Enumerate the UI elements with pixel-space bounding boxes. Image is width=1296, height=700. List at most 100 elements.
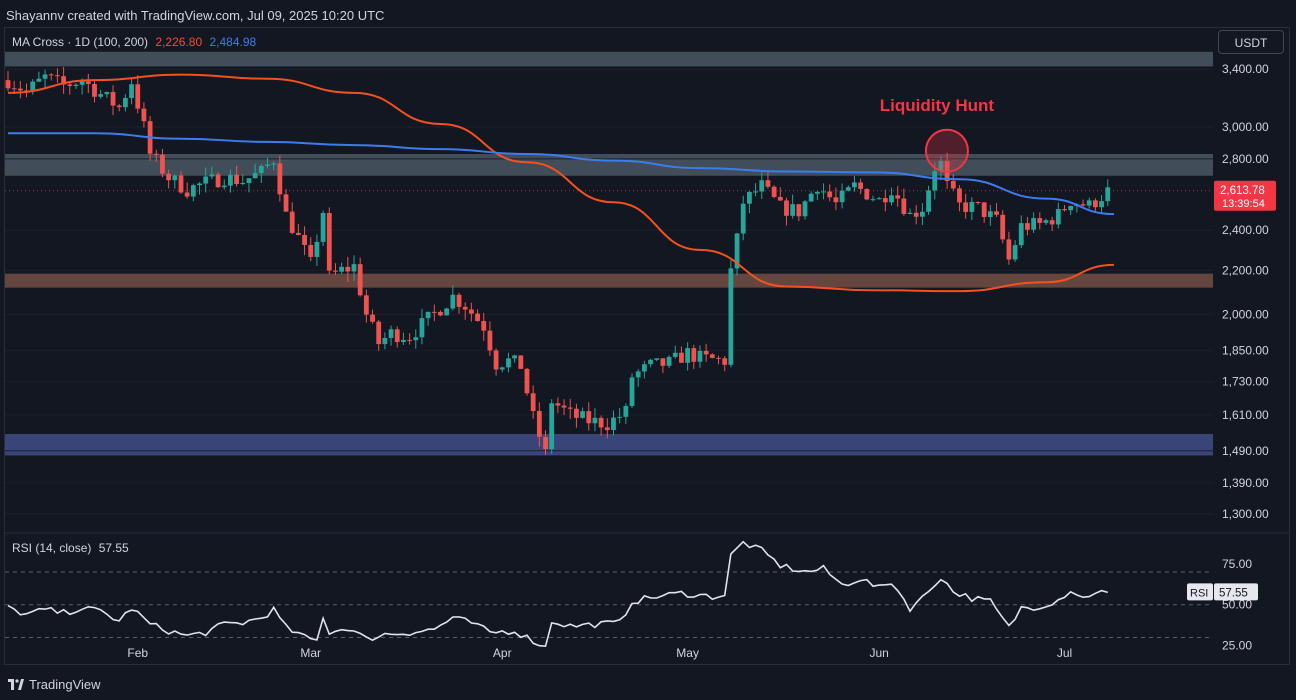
candle-body	[376, 321, 382, 345]
candle	[777, 187, 783, 202]
candle-body	[672, 352, 678, 357]
candlestick-series	[5, 66, 1111, 455]
candle	[1055, 202, 1061, 229]
candle-body	[79, 81, 85, 85]
candle-body	[882, 198, 888, 203]
candle	[104, 91, 110, 98]
candle-body	[351, 264, 357, 272]
candle	[129, 78, 134, 105]
candle-body	[876, 198, 882, 200]
candle-body	[462, 306, 468, 310]
candle	[901, 188, 907, 217]
candle	[258, 163, 264, 183]
candle	[833, 187, 839, 211]
candle-body	[697, 350, 703, 362]
candle	[215, 171, 221, 188]
candle-body	[518, 355, 524, 369]
candle-body	[864, 188, 870, 200]
candle	[654, 358, 660, 362]
candle-body	[1092, 200, 1098, 208]
candle	[48, 73, 54, 81]
ma-cross-legend[interactable]: MA Cross · 1D (100, 200) 2,226.80 2,484.…	[12, 35, 256, 49]
candle	[814, 190, 820, 201]
candle	[536, 402, 542, 447]
candle	[190, 183, 196, 202]
tradingview-brand[interactable]: TradingView	[8, 677, 101, 692]
candle	[277, 155, 283, 202]
candle	[431, 304, 437, 322]
candle	[388, 325, 394, 346]
candle	[17, 81, 23, 99]
candle	[617, 408, 623, 424]
candle	[302, 226, 307, 256]
candle-body	[160, 154, 165, 174]
candle-body	[623, 406, 629, 417]
candle-body	[1043, 220, 1049, 223]
candle-body	[549, 403, 555, 450]
candle	[141, 102, 147, 128]
candle	[382, 332, 388, 350]
rsi-legend[interactable]: RSI (14, close) 57.55	[12, 541, 129, 555]
candle-body	[833, 197, 839, 203]
rsi-axis: 75.00 50.00 25.00	[1222, 557, 1252, 653]
candle-body	[314, 241, 320, 257]
candle-body	[258, 165, 264, 173]
candle-body	[252, 172, 258, 179]
candle	[1037, 212, 1043, 230]
candle-body	[1012, 245, 1018, 260]
candle	[728, 260, 734, 368]
time-tick-label: Apr	[493, 646, 512, 660]
last-price-badge	[1214, 180, 1276, 211]
candle	[370, 309, 375, 324]
candle	[160, 148, 165, 178]
candle-body	[277, 163, 283, 195]
candle	[876, 196, 882, 200]
candle	[740, 195, 746, 241]
candle-body	[574, 408, 579, 418]
candle-body	[895, 195, 901, 199]
candle	[981, 202, 987, 223]
candle-body	[963, 202, 969, 212]
candle	[55, 68, 60, 83]
candle	[975, 201, 981, 205]
candle	[839, 183, 845, 209]
candle	[1105, 179, 1111, 207]
candle	[493, 348, 499, 376]
candle-body	[468, 309, 474, 314]
last-price-value: 2,613.78	[1220, 185, 1265, 197]
candle-body	[98, 94, 104, 97]
candle-body	[240, 182, 246, 185]
candle	[543, 430, 548, 455]
ma200-value: 2,484.98	[209, 35, 257, 49]
candle-body	[499, 367, 505, 370]
candle-body	[790, 204, 796, 216]
candle-body	[1055, 209, 1061, 225]
candle	[722, 356, 728, 372]
candle	[950, 174, 956, 192]
candle-body	[1062, 209, 1067, 211]
candle-body	[246, 178, 252, 183]
price-tick-label: 1,850.00	[1222, 344, 1269, 358]
candle-body	[709, 354, 715, 358]
candle	[246, 178, 252, 193]
candle-body	[308, 244, 314, 257]
candle	[994, 203, 999, 217]
candle-body	[456, 294, 462, 307]
ma100-value: 2,226.80	[155, 35, 203, 49]
candle	[530, 385, 536, 419]
candle	[592, 408, 598, 432]
candle	[345, 256, 351, 282]
candle	[889, 187, 894, 206]
candle	[518, 355, 524, 369]
candle-body	[747, 191, 752, 204]
candle	[425, 311, 431, 326]
candle-body	[289, 211, 295, 233]
candle	[666, 355, 672, 369]
currency-button[interactable]: USDT	[1218, 30, 1284, 54]
ma200-line	[8, 132, 1114, 216]
candle	[691, 344, 697, 370]
candle-body	[1080, 204, 1086, 206]
candle-body	[543, 436, 548, 450]
zone-support	[5, 273, 1213, 288]
